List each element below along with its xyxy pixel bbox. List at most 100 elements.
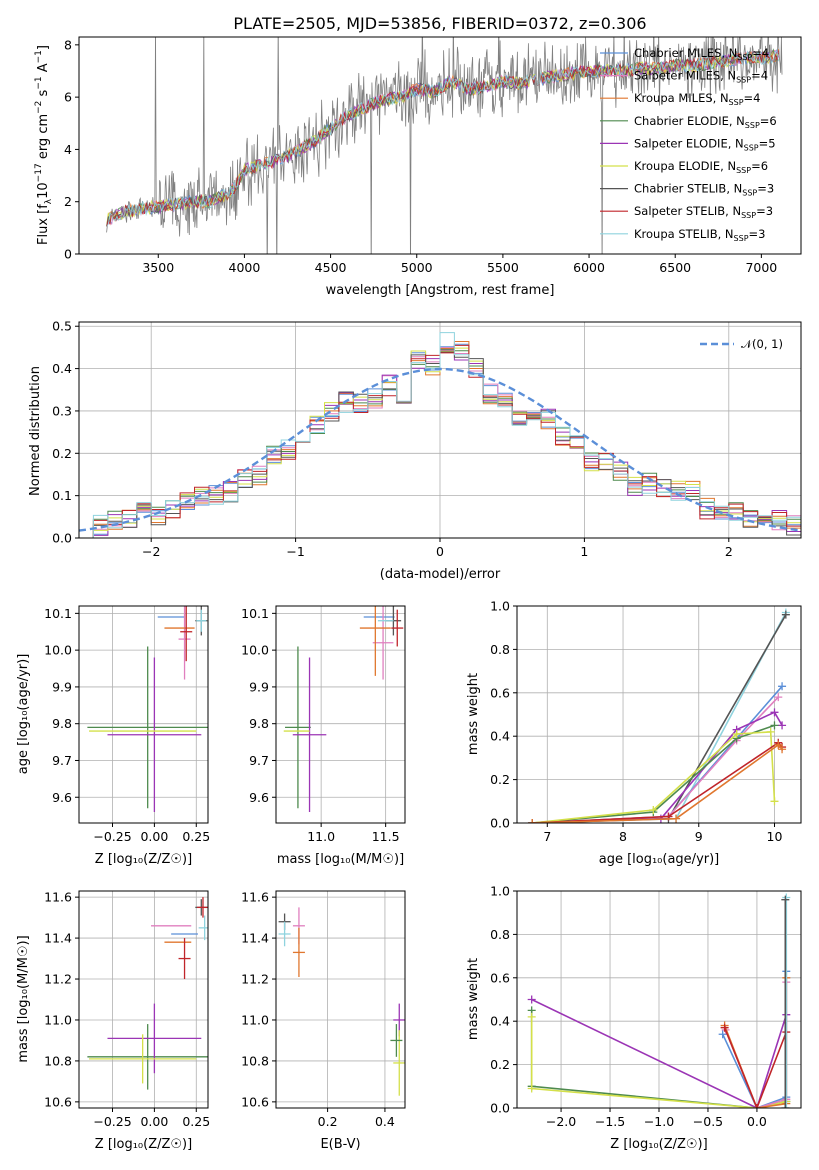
weight-point-marker <box>782 1104 791 1108</box>
legend-subscript: SSP <box>744 143 759 152</box>
y-tick-label: 10.1 <box>241 606 269 621</box>
axes-frame <box>78 890 209 1109</box>
legend-entry: Salpeter STELIB, NSSP=3 <box>634 204 773 220</box>
normal-curve-line <box>79 367 801 532</box>
y-tick-label: 4 <box>64 142 72 157</box>
weight-point-marker <box>527 995 536 1004</box>
y-tick-label: 9.6 <box>52 790 72 805</box>
y-label-part: −17 <box>34 163 44 182</box>
weight-point-marker <box>527 1012 536 1021</box>
legend-entry: Kroupa STELIB, NSSP=3 <box>634 227 765 243</box>
y-tick-label: 9.9 <box>52 679 72 694</box>
weight-point-marker <box>774 693 783 702</box>
y-tick-label: 1.0 <box>490 599 510 614</box>
mass-vs-Z-panel: −0.25 0.00 0.25 10.6 10.8 11.0 11.2 11.4 11.6 Z [… <box>16 890 210 1152</box>
legend-subscript: SSP <box>741 211 756 220</box>
x-tick-label: 1 <box>580 544 588 559</box>
x-tick-label: 0.0 <box>747 1114 767 1129</box>
weight-point-marker <box>778 682 787 691</box>
x-axis-label: age [log₁₀(age/yr)] <box>599 852 720 867</box>
legend-count: =4 <box>751 69 768 83</box>
y-tick-label: 2 <box>64 194 72 209</box>
x-tick-label: −2 <box>142 544 160 559</box>
axes-frame <box>516 605 802 824</box>
weight-point-marker <box>527 1084 536 1093</box>
legend-model-name: Kroupa STELIB, N <box>634 227 734 241</box>
y-tick-label: 0.2 <box>52 446 72 461</box>
legend-model-name: Kroupa ELODIE, N <box>634 159 736 173</box>
y-label-part: ] <box>36 45 51 50</box>
x-tick-label: 11.5 <box>372 829 400 844</box>
y-tick-label: 11.0 <box>44 1012 72 1027</box>
axes-frame <box>275 605 406 824</box>
age-vs-mass-panel: 11.0 11.5 9.6 9.7 9.8 9.9 10.0 10.1 mass [log₁₀(… <box>241 605 406 867</box>
plot-area <box>79 332 801 538</box>
plot-area <box>87 897 208 1090</box>
y-tick-label: 0.4 <box>490 729 510 744</box>
legend-count: =3 <box>749 227 766 241</box>
mass-weight-vs-age-panel: 7 8 9 10 0.0 0.2 0.4 0.6 0.8 1.0 age [log₁₀(age/yr… <box>466 599 802 867</box>
mass-vs-EBV-panel: 0.2 0.4 10.6 10.8 11.0 11.2 11.4 11.6 E(B-V) <box>241 890 406 1152</box>
x-tick-label: −0.5 <box>693 1114 723 1129</box>
y-tick-label: 1.0 <box>490 884 510 899</box>
age-vs-Z-panel: −0.25 0.00 0.25 9.6 9.7 9.8 9.9 10.0 10.1 Z [log₁… <box>16 605 210 867</box>
weight-series-line <box>532 724 775 823</box>
y-tick-label: 11.6 <box>241 890 269 905</box>
y-tick-label: 10.1 <box>44 606 72 621</box>
weight-point-marker <box>770 797 779 806</box>
weight-point-marker <box>732 730 741 739</box>
legend-entry: 𝒩(0, 1) <box>741 337 783 351</box>
y-axis-label: mass weight <box>466 673 481 755</box>
x-axis-label: mass [log₁₀(M/M☉)] <box>277 852 404 867</box>
y-tick-label: 0.4 <box>490 1014 510 1029</box>
y-tick-label: 9.7 <box>52 753 72 768</box>
weight-point-marker <box>718 1030 727 1039</box>
weight-series-line <box>532 685 783 823</box>
y-tick-label: 0.4 <box>52 361 72 376</box>
y-tick-label: 0.8 <box>490 927 510 942</box>
legend-count: =3 <box>756 204 773 218</box>
x-tick-label: 0.25 <box>182 1114 210 1129</box>
legend-model-name: Salpeter MILES, N <box>634 69 736 83</box>
x-axis-label: (data-model)/error <box>380 567 501 582</box>
x-tick-label: 0.25 <box>182 829 210 844</box>
spectrum-panel: 3500 4000 4500 5000 5500 6000 6500 7000 0 2 4 6 8 wav… <box>34 36 802 298</box>
weight-series-line <box>721 971 788 1108</box>
x-tick-label: 5500 <box>487 260 519 275</box>
weight-series-line <box>530 1016 787 1108</box>
axes-frame <box>516 890 802 1109</box>
weight-point-marker <box>720 1023 729 1032</box>
x-tick-label: −0.25 <box>93 1114 131 1129</box>
y-axis-label: mass [log₁₀(M/M☉)] <box>16 935 31 1062</box>
legend-entry: Chabrier STELIB, NSSP=3 <box>634 182 774 198</box>
y-label-part: −2 <box>34 101 44 114</box>
weight-point-marker <box>774 740 783 749</box>
y-tick-label: 0.0 <box>490 1101 510 1116</box>
model-spectrum-line <box>106 49 780 227</box>
y-tick-label: 0.0 <box>52 531 72 546</box>
plot-area <box>87 606 208 812</box>
y-tick-label: 0.3 <box>52 403 72 418</box>
weight-point-marker <box>781 895 790 904</box>
legend-entry: Kroupa MILES, NSSP=4 <box>634 91 760 107</box>
x-tick-label: 0.4 <box>375 1114 395 1129</box>
x-tick-label: 2 <box>725 544 733 559</box>
weight-series-line <box>531 998 788 1108</box>
legend-entry: Salpeter MILES, NSSP=4 <box>634 69 768 85</box>
legend-entry: Kroupa ELODIE, NSSP=6 <box>634 159 768 175</box>
legend-model-name: Chabrier STELIB, N <box>634 182 742 196</box>
y-tick-label: 11.2 <box>44 972 72 987</box>
legend-subscript: SSP <box>742 189 757 198</box>
plot-area <box>106 37 783 254</box>
y-tick-label: 10.6 <box>44 1094 72 1109</box>
residual-panel: −2 −1 0 1 2 0.0 0.1 0.2 0.3 0.4 0.5 𝒩(0, 1) (data-mo… <box>28 319 802 582</box>
legend-count: =3 <box>757 182 774 196</box>
y-axis-label: Normed distribution <box>28 366 43 496</box>
legend-count: =6 <box>751 159 768 173</box>
x-tick-label: 0.00 <box>140 829 168 844</box>
x-axis-label: Z [log₁₀(Z/Z☉)] <box>95 1137 192 1152</box>
x-tick-label: 4000 <box>229 260 261 275</box>
weight-series-line <box>532 743 783 823</box>
weight-point-marker <box>752 1104 761 1108</box>
x-axis-label: E(B-V) <box>320 1137 360 1152</box>
